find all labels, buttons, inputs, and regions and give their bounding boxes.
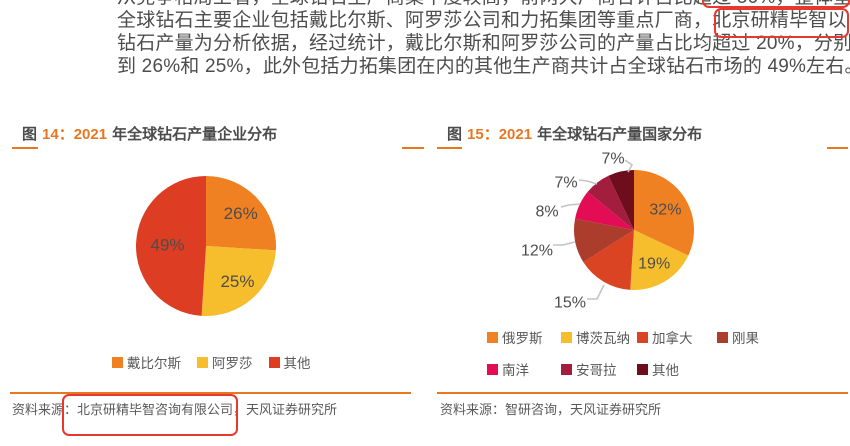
legend-swatch xyxy=(717,331,728,343)
pie-slice xyxy=(587,175,634,230)
pie-slice xyxy=(608,170,634,230)
legend-item: 刚果 xyxy=(717,327,787,347)
legend-item: 阿罗莎 xyxy=(197,352,253,372)
pie-label: 49% xyxy=(151,235,185,254)
legend-item: 戴比尔斯 xyxy=(112,352,181,372)
pie-slice xyxy=(634,170,694,256)
pie-slice xyxy=(201,246,276,316)
title-border-dash xyxy=(437,147,462,149)
label-leader-line xyxy=(587,284,605,300)
legend-label: 俄罗斯 xyxy=(502,331,543,346)
legend-swatch xyxy=(561,331,572,343)
pie-label: 7% xyxy=(601,151,624,168)
legend-swatch xyxy=(268,356,280,368)
paragraph-line-2: 钻石产量为分析依据，经过统计，戴比尔斯和阿罗莎公司的产量占比均超过 20%，分别… xyxy=(117,33,850,54)
title-border-dash xyxy=(12,147,38,149)
pie-label: 32% xyxy=(649,202,681,219)
legend-item: 南洋 xyxy=(487,359,561,379)
pie-slice xyxy=(136,176,206,316)
legend-swatch xyxy=(112,356,123,368)
legend-item: 加拿大 xyxy=(637,327,717,347)
figure14-footer-rule xyxy=(10,392,411,394)
label-leader-line xyxy=(560,203,581,208)
country-pie-chart: 32% 19% 15% 12% 8% 7% 7% xyxy=(521,151,694,312)
pie-slice xyxy=(630,230,689,290)
legend-swatch xyxy=(561,363,572,375)
figure15-legend: 俄罗斯 博茨瓦纳 加拿大 刚果 南洋 安哥拉 其他 xyxy=(487,327,787,379)
figure15-footer-rule xyxy=(437,392,848,394)
title-border-dash xyxy=(402,147,424,149)
paragraph-line-3: 到 26%和 25%，此外包括力拓集团在内的其他生产商共计占全球钻石市场的 49… xyxy=(117,56,850,77)
legend-label: 加拿大 xyxy=(652,331,693,346)
label-leader-line xyxy=(578,179,598,185)
figure15-title-text: 年全球钻石产量国家分布 xyxy=(537,126,703,143)
label-leader-line xyxy=(624,159,634,173)
legend-label: 其他 xyxy=(283,356,311,371)
legend-label: 安哥拉 xyxy=(576,363,617,378)
label-leader-line xyxy=(553,241,576,246)
figure15-title-prefix: 图 xyxy=(447,126,463,143)
legend-swatch xyxy=(197,356,208,368)
pie-slice xyxy=(574,218,634,263)
highlight-box-clipped-line xyxy=(702,0,850,8)
legend-label: 南洋 xyxy=(502,363,529,378)
legend-swatch xyxy=(487,363,498,375)
body-paragraph: 从竞争格局上看，全球钻石生产商集中度较高，前两大厂商合计占比超过 50%，整体呈… xyxy=(117,0,850,78)
figure15-source: 资料来源：智研咨询，天风证券研究所 xyxy=(440,402,662,417)
pie-label: 26% xyxy=(224,204,258,223)
figure14-title-number: 14：2021 xyxy=(42,126,108,143)
figure14-title-prefix: 图 xyxy=(22,126,38,143)
legend-swatch xyxy=(637,331,648,343)
figure15-title-number: 15：2021 xyxy=(467,126,533,143)
legend-swatch xyxy=(487,331,498,343)
legend-item: 博茨瓦纳 xyxy=(561,327,637,347)
legend-label: 戴比尔斯 xyxy=(127,356,181,371)
figure15-title: 图 15：2021 年全球钻石产量国家分布 xyxy=(447,123,702,144)
pie-label: 8% xyxy=(535,204,558,221)
pie-label: 12% xyxy=(521,243,553,260)
pie-label: 25% xyxy=(220,272,254,291)
legend-item: 俄罗斯 xyxy=(487,327,561,347)
figure14-title: 图 14：2021 年全球钻石产量企业分布 xyxy=(22,123,277,144)
highlight-box-source-company xyxy=(62,394,238,436)
pie-label: 19% xyxy=(638,256,670,273)
highlight-box-company-name xyxy=(714,8,849,38)
legend-item: 其他 xyxy=(268,352,311,372)
figure14-legend: 戴比尔斯 阿罗莎 其他 xyxy=(112,352,311,372)
legend-swatch xyxy=(637,363,648,375)
legend-item: 安哥拉 xyxy=(561,359,637,379)
clipped-text-line: 从竞争格局上看，全球钻石生产商集中度较高，前两大厂商合计占比超过 50%，整体呈… xyxy=(117,0,850,9)
pie-label: 7% xyxy=(554,175,577,192)
pie-slice xyxy=(583,230,634,290)
figure14-title-text: 年全球钻石产量企业分布 xyxy=(112,126,278,143)
title-border-dash xyxy=(827,147,848,149)
pie-slice xyxy=(206,176,276,251)
pie-label: 15% xyxy=(554,295,586,312)
legend-label: 其他 xyxy=(652,363,679,378)
legend-label: 刚果 xyxy=(732,331,759,346)
pie-slice xyxy=(575,191,634,230)
legend-item: 其他 xyxy=(637,359,717,379)
legend-label: 阿罗莎 xyxy=(212,356,253,371)
figure14-source: 资料来源：北京研精毕智咨询有限公司，天风证券研究所 xyxy=(12,402,338,417)
legend-label: 博茨瓦纳 xyxy=(576,331,630,346)
paragraph-line-1: 全球钻石主要企业包括戴比尔斯、阿罗莎公司和力拓集团等重点厂商，北京研精毕智以 xyxy=(117,10,847,31)
company-pie-chart: 26% 25% 49% xyxy=(136,176,276,316)
